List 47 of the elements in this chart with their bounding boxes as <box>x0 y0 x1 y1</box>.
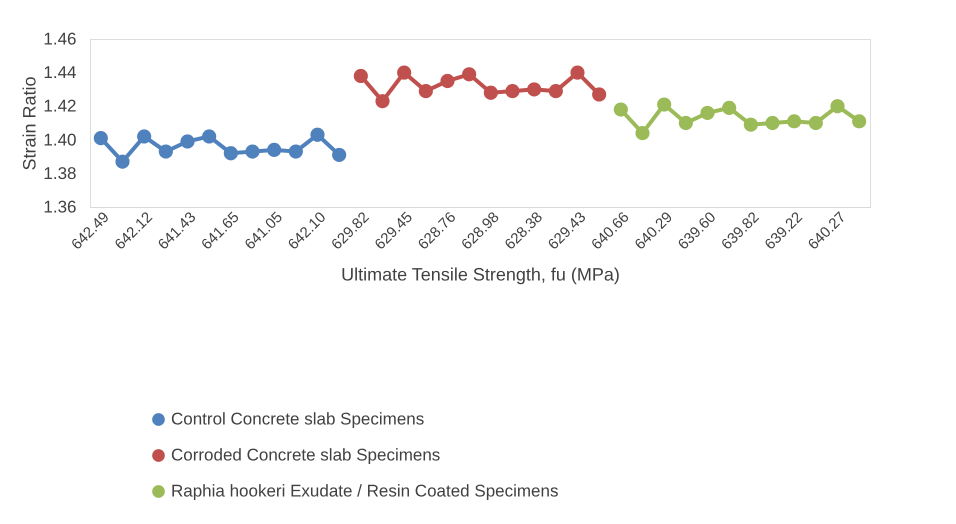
point <box>527 82 542 96</box>
point <box>614 102 628 117</box>
y-tick-label: 1.44 <box>43 63 76 82</box>
point <box>744 118 758 132</box>
y-tick-label: 1.36 <box>43 198 76 216</box>
point <box>94 131 108 146</box>
point <box>224 146 238 160</box>
y-tick-label: 1.38 <box>43 164 76 183</box>
point <box>722 100 736 115</box>
point <box>332 148 346 162</box>
point <box>180 134 195 149</box>
legend-label: Corroded Concrete slab Specimens <box>171 446 440 464</box>
y-tick-label: 1.46 <box>43 30 76 48</box>
point <box>765 116 780 130</box>
point <box>678 116 693 130</box>
point <box>245 144 260 159</box>
point <box>484 86 498 100</box>
point <box>548 84 563 98</box>
y-tick-label: 1.42 <box>43 96 76 116</box>
point <box>375 94 390 108</box>
point <box>570 66 585 80</box>
point <box>354 68 368 84</box>
point <box>852 114 866 128</box>
point <box>505 84 520 98</box>
y-tick-label: 1.40 <box>43 130 76 150</box>
point <box>202 129 216 144</box>
point <box>418 84 433 98</box>
point <box>310 128 325 142</box>
point <box>700 106 715 120</box>
point <box>830 99 845 114</box>
point <box>462 67 476 82</box>
point <box>397 66 412 80</box>
point <box>808 116 823 130</box>
legend-label: Control Concrete slab Specimens <box>171 410 424 428</box>
legend-label: Raphia hookeri Exudate / Resin Coated Specimens <box>171 482 558 500</box>
point <box>115 154 130 169</box>
point <box>267 142 282 157</box>
point <box>635 126 650 140</box>
point <box>158 144 173 159</box>
y-axis-title: Strain Ratio <box>19 76 40 171</box>
point <box>657 97 672 112</box>
point <box>137 129 152 144</box>
point <box>288 144 303 159</box>
point <box>440 74 455 88</box>
point <box>787 114 802 128</box>
x-axis-title: Ultimate Tensile Strength, fu (MPa) <box>341 264 620 285</box>
point <box>592 87 606 102</box>
